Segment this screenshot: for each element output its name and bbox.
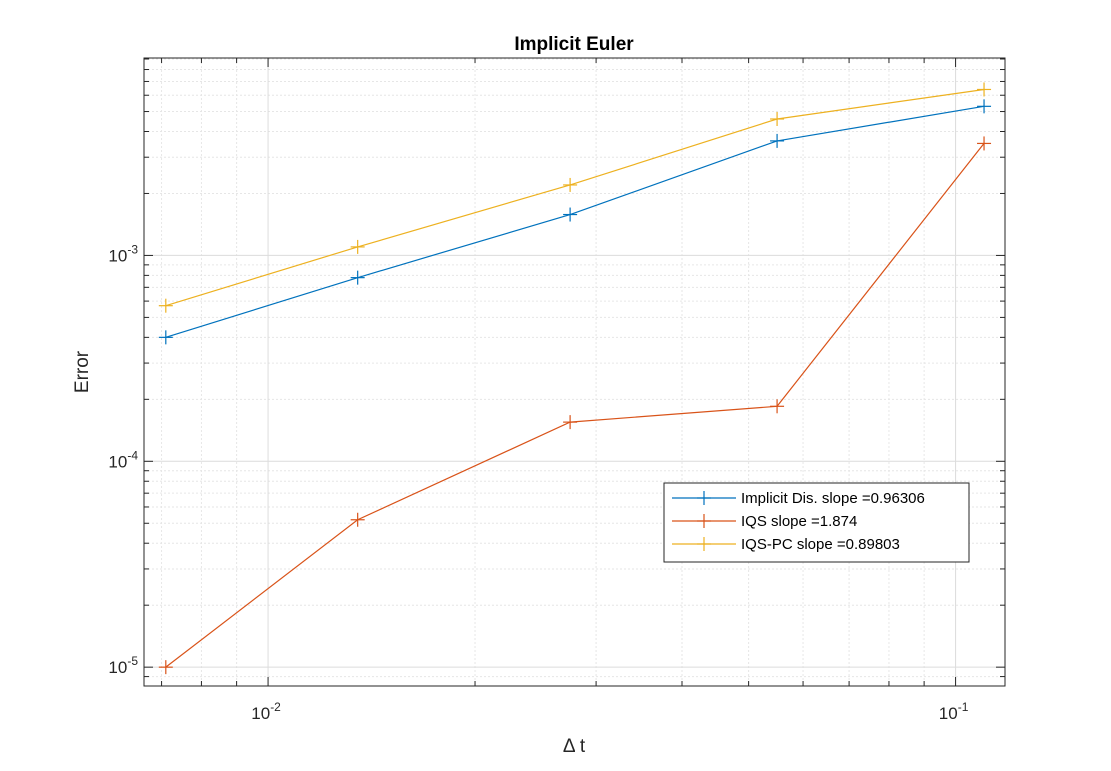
data-point-marker bbox=[770, 399, 785, 414]
legend-marker bbox=[697, 491, 711, 505]
y-tick-label: 10-3 bbox=[108, 242, 138, 265]
legend-marker bbox=[697, 514, 711, 528]
legend-entry: IQS slope =1.874 bbox=[672, 513, 857, 530]
y-tick-label: 10-4 bbox=[108, 448, 138, 471]
major-grid bbox=[144, 58, 1005, 686]
data-point-marker bbox=[563, 207, 578, 222]
data-point-marker bbox=[977, 82, 992, 97]
legend-entries: Implicit Dis. slope =0.96306 IQS slope =1… bbox=[672, 490, 925, 553]
legend-box bbox=[663, 482, 970, 563]
x-tick-label: 10-1 bbox=[939, 700, 969, 723]
series-layer bbox=[158, 82, 992, 675]
y-axis-label: Error bbox=[72, 350, 93, 393]
axes-box bbox=[143, 57, 1006, 687]
series-2 bbox=[158, 136, 992, 675]
data-point-marker bbox=[350, 239, 365, 254]
legend-entry: Implicit Dis. slope =0.96306 bbox=[672, 490, 925, 507]
data-point-marker bbox=[350, 270, 365, 285]
data-point-marker bbox=[158, 298, 173, 313]
x-tick-label: 10-2 bbox=[251, 700, 281, 723]
legend-label: Implicit Dis. slope =0.96306 bbox=[741, 490, 925, 507]
legend-marker bbox=[697, 537, 711, 551]
axes-background bbox=[144, 58, 1005, 686]
data-point-marker bbox=[770, 111, 785, 126]
legend: Implicit Dis. slope =0.96306 IQS slope =1… bbox=[663, 482, 970, 563]
data-point-marker bbox=[563, 177, 578, 192]
legend-label: IQS slope =1.874 bbox=[741, 513, 857, 530]
y-tick-label: 10-5 bbox=[108, 654, 138, 677]
minor-grid bbox=[144, 58, 1005, 686]
legend-label: IQS-PC slope =0.89803 bbox=[741, 536, 900, 553]
data-point-marker bbox=[350, 512, 365, 527]
data-point-marker bbox=[158, 660, 173, 675]
series-1 bbox=[158, 99, 992, 345]
data-point-marker bbox=[158, 330, 173, 345]
data-point-marker bbox=[977, 99, 992, 114]
data-point-marker bbox=[563, 415, 578, 430]
x-axis-label: Δ t bbox=[563, 736, 586, 757]
data-point-marker bbox=[977, 136, 992, 151]
data-point-marker bbox=[770, 133, 785, 148]
chart-title: Implicit Euler bbox=[514, 34, 634, 55]
tick-labels: 10-2 10-1 10-5 10-4 10-3 bbox=[108, 242, 968, 723]
tick-marks bbox=[144, 58, 1005, 686]
series-3 bbox=[158, 82, 992, 313]
legend-entry: IQS-PC slope =0.89803 bbox=[672, 536, 900, 553]
